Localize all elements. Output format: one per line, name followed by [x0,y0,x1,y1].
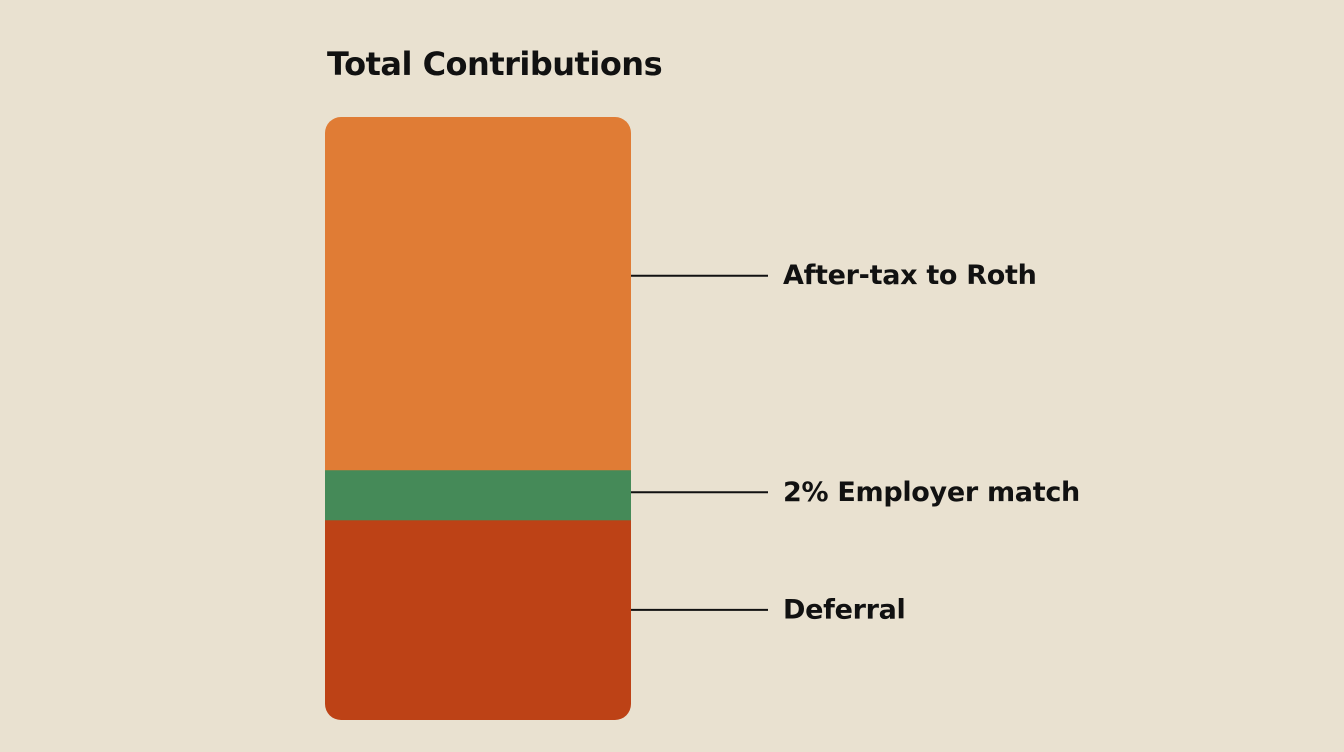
bar-segment [325,117,631,471]
segment-label: Deferral [783,594,906,625]
segment-label: After-tax to Roth [783,260,1037,291]
segment-label: 2% Employer match [783,477,1080,508]
bar-segment [325,469,631,521]
chart-title: Total Contributions [327,45,662,83]
stacked-bar [325,117,631,720]
bar-segment [325,519,631,720]
